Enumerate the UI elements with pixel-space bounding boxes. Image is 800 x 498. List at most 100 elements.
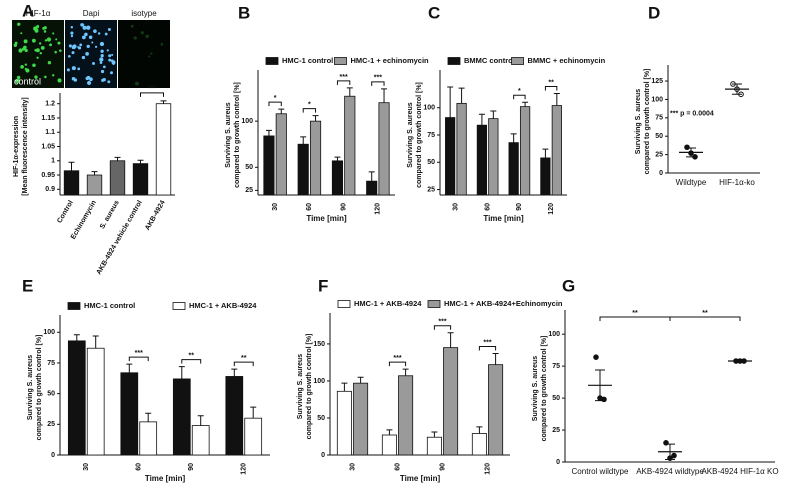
cell [70,34,74,38]
cell [104,32,108,36]
x-tick-label: 120 [241,463,248,475]
error-bar [402,368,409,376]
cell [100,69,105,74]
x-tick-label: 90 [439,463,446,471]
significance-label: ** [189,352,195,359]
significance-label: ** [548,79,554,86]
y-tick-label: 25 [427,186,435,193]
x-tick-label: AKB-4924 wildtype [636,467,704,476]
bar [445,117,456,196]
cell [140,31,144,35]
error-bar [312,115,319,122]
cell [103,65,106,69]
error-bar [553,93,560,106]
error-bar [91,171,98,176]
cell [108,54,112,58]
bar [336,390,352,456]
y-tick-label: 100 [43,329,55,336]
y-axis-label: Surviving S. aureus [532,356,539,421]
significance-bracket [388,361,407,367]
error-bar [250,406,257,419]
y-axis-label: HIF-1α-expression [13,116,20,177]
x-tick-label: 60 [306,203,313,211]
cell [39,51,42,55]
panel-letter: G [562,276,575,295]
y-tick-label: 50 [427,159,435,166]
image-caption: control [14,76,41,86]
cell [66,68,70,72]
cell [17,79,20,82]
panel-letter: A [22,1,34,20]
error-bar [300,136,307,145]
y-tick-label: 50 [47,390,55,397]
x-tick-label: 90 [188,463,195,471]
significance-label: * [274,95,277,102]
legend-swatch [511,57,524,65]
y-tick-label: 50 [552,395,560,402]
y-tick-label: 75 [552,363,560,370]
y-tick-label: 0.95 [41,172,55,179]
micrograph-cells [13,22,164,86]
bar [398,375,414,456]
error-bar [732,83,742,95]
bar [109,160,126,196]
bar [381,434,397,456]
bar [275,113,287,196]
error-bar [431,431,438,438]
cell [35,48,40,53]
error-bar [447,86,454,118]
cell [110,59,114,63]
cell [23,39,28,44]
cell [77,46,80,49]
legend-swatch [172,302,186,310]
bar [67,340,86,456]
bar [331,160,344,196]
significance-bracket [513,94,526,100]
x-tick-label: AKB-4924 HIF-1α KO [701,467,778,476]
cell [24,63,28,66]
y-axis-label: compared to growth control [%] [234,82,241,188]
y-axis-label: compared to growth control [%] [541,336,548,442]
significance-label: *** [438,319,446,326]
x-axis-label: Time [min] [483,214,524,223]
bar [456,102,467,196]
bar [225,376,244,456]
significance-bracket [336,80,351,85]
y-tick-label: 100 [548,331,560,338]
significance-bracket [433,325,452,330]
bar [155,103,172,196]
bar [551,105,562,196]
error-bar [458,87,465,104]
y-tick-label: 75 [427,132,435,139]
cell [108,58,112,62]
x-tick-label: 30 [453,203,460,211]
error-bar [114,156,121,161]
cell [160,43,164,46]
bar [244,417,263,456]
cell [55,38,58,41]
x-tick-label: 60 [394,463,401,471]
x-tick-label: 60 [136,463,143,471]
cell [100,49,104,53]
micrograph [118,20,170,88]
bar [508,142,519,196]
cell [36,56,39,59]
y-tick-label: 1.05 [41,143,55,150]
cell [16,75,21,80]
significance-bracket [599,316,671,321]
cell [79,43,83,47]
cell [71,66,76,71]
bar [353,382,369,456]
y-tick-label: 0 [321,452,325,459]
error-bar [68,161,75,171]
error-bar [137,159,144,164]
x-axis-label: Time [min] [306,214,347,223]
cell [67,54,71,58]
legend-label: HMC-1 control [282,56,333,65]
error-bar [478,113,485,126]
y-tick-label: 100 [241,118,253,125]
x-tick-label: 60 [484,203,491,211]
significance-label: ** [702,310,708,317]
cell [82,25,87,30]
